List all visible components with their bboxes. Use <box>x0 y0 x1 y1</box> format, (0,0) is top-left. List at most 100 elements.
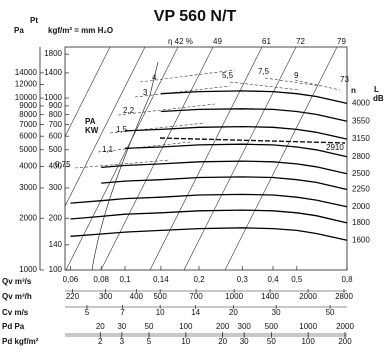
y-label-top: Pt <box>30 16 38 25</box>
speed-label: 3150 <box>352 134 370 143</box>
annotation: 73 <box>340 75 349 84</box>
x-tick-label: 0,4 <box>267 275 279 284</box>
scale-tick-label: 220 <box>66 292 80 301</box>
scale-tick-label: 50 <box>267 337 276 346</box>
y-tick-label: 12000 <box>15 80 38 89</box>
scale-tick-label: 300 <box>99 292 113 301</box>
power-line <box>74 159 171 169</box>
efficiency-line <box>100 46 214 271</box>
speed-label: 3550 <box>352 116 370 125</box>
annotation: 2,2 <box>123 106 135 115</box>
power-line <box>134 85 231 98</box>
annotation: 3 <box>143 88 148 97</box>
y2-tick-label: 100 <box>49 265 63 274</box>
annotation: 2910 <box>326 143 344 152</box>
power-line <box>139 69 236 83</box>
speed-label: 1800 <box>352 218 370 227</box>
y2-tick-label: 700 <box>49 120 63 129</box>
x-tick-label: 0,2 <box>193 275 205 284</box>
y2-tick-label: 900 <box>49 101 63 110</box>
scale-label: Qv m³/h <box>2 292 32 301</box>
y2-tick-label: 300 <box>49 183 63 192</box>
x-tick-label: 0,3 <box>237 275 249 284</box>
scale-tick-label: 5 <box>147 337 152 346</box>
scale-tick-label: 500 <box>153 292 167 301</box>
y2-tick-label: 500 <box>49 145 63 154</box>
speed-label: 2500 <box>352 169 370 178</box>
y-tick-label: 3000 <box>19 183 37 192</box>
scale-tick-label: 30 <box>240 337 249 346</box>
efficiency-lines <box>64 46 346 271</box>
scale-tick-label: 20 <box>96 322 105 331</box>
annotation: 61 <box>262 37 271 46</box>
scale-tick-label: 200 <box>338 337 352 346</box>
plot-frame <box>64 46 348 271</box>
rpm-2910-line <box>159 137 346 144</box>
speed-label: n <box>351 86 356 95</box>
scale-tick-label: 30 <box>117 322 126 331</box>
scale-tick-label: 7 <box>120 308 125 317</box>
scale-tick-label: 2800 <box>335 292 353 301</box>
noise-unit: dB <box>373 94 384 103</box>
scale-tick-label: 700 <box>189 292 203 301</box>
y2-tick-label: 1800 <box>44 49 62 58</box>
y2-label: kgf/m² = mm H₂O <box>48 26 113 35</box>
y-tick-label: 2000 <box>19 213 37 222</box>
scale-tick-label: 10 <box>181 337 190 346</box>
fan-curve <box>70 193 348 208</box>
scale-tick-label: 200 <box>216 322 230 331</box>
y2-tick-label: 140 <box>49 240 63 249</box>
efficiency-line <box>149 46 263 271</box>
x-tick-label: 0,8 <box>341 275 353 284</box>
fan-curve <box>124 143 348 158</box>
y-tick-label: 7000 <box>19 120 37 129</box>
power-line <box>264 77 321 87</box>
speed-label: 4000 <box>352 99 370 108</box>
efficiency-line <box>64 46 111 137</box>
annotation: 0,75 <box>55 160 71 169</box>
x-axis-label: Qv m³/s <box>2 277 32 286</box>
annotation: 7,5 <box>258 67 270 76</box>
annotation: 1,1 <box>102 145 114 154</box>
noise-label: L <box>374 85 379 94</box>
y2-tick-label: 400 <box>49 162 63 171</box>
scale-tick-label: 400 <box>130 292 144 301</box>
speed-label: 2000 <box>352 202 370 211</box>
annotation: 72 <box>296 37 305 46</box>
power-line <box>117 103 216 116</box>
speed-label: 1600 <box>352 235 370 244</box>
fan-curve <box>101 160 348 175</box>
annotation: 5,5 <box>222 71 234 80</box>
scale-tick-label: 500 <box>265 322 279 331</box>
fan-curve <box>101 176 348 191</box>
annotation: 4 <box>152 73 157 82</box>
scale-tick-label: 1000 <box>225 292 243 301</box>
y2-tick-label: 200 <box>49 213 63 222</box>
scale-tick-label: 1400 <box>261 292 279 301</box>
annotation: 79 <box>337 37 346 46</box>
efficiency-line <box>183 46 297 271</box>
scale-label: Cv m/s <box>2 308 29 317</box>
scale-tick-label: 10 <box>156 308 165 317</box>
y-tick-label: 10000 <box>15 93 38 102</box>
scale-label: Pd kgf/m² <box>2 337 39 346</box>
annotation: PA <box>85 117 96 126</box>
chart-title: VP 560 N/T <box>154 8 237 25</box>
annotation: KW <box>85 126 99 135</box>
y-label: Pa <box>14 26 24 35</box>
efficiency-line <box>64 46 146 207</box>
y-tick-label: 4000 <box>19 162 37 171</box>
power-line <box>229 81 301 91</box>
fan-curve <box>124 125 348 140</box>
y2-tick-label: 600 <box>49 131 63 140</box>
scale-tick-label: 50 <box>326 308 335 317</box>
scale-tick-label: 2 <box>98 337 103 346</box>
speed-label: 2250 <box>352 185 370 194</box>
scale-tick-label: 20 <box>229 308 238 317</box>
y-tick-label: 8000 <box>19 110 37 119</box>
fan-curve <box>160 108 348 122</box>
scale-tick-label: 100 <box>179 322 193 331</box>
speed-label: 2800 <box>352 152 370 161</box>
scale-tick-label: 30 <box>272 308 281 317</box>
